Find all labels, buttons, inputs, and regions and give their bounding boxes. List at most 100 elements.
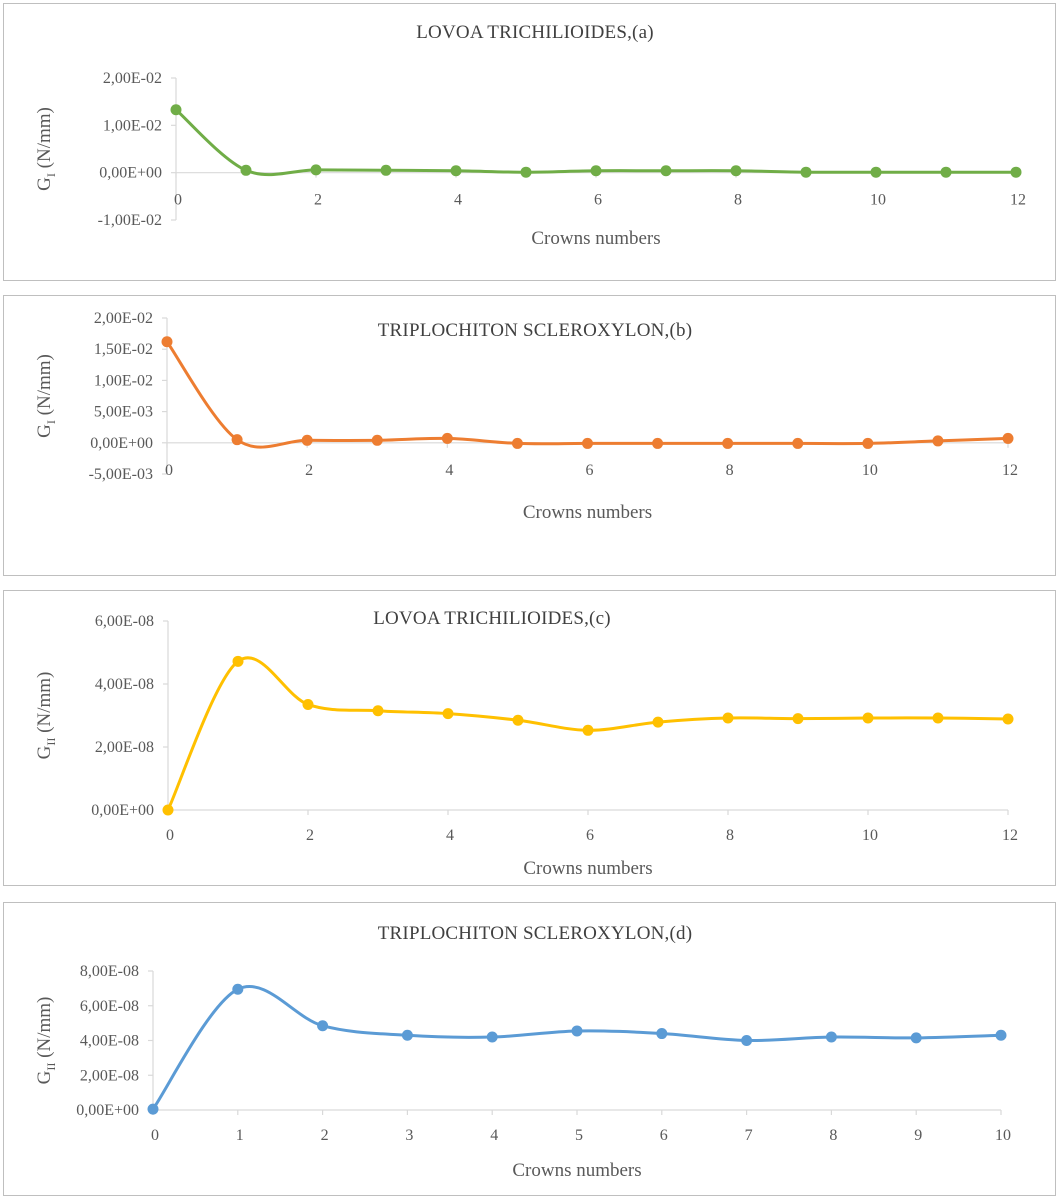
data-point	[582, 724, 594, 736]
chart-b: TRIPLOCHITON SCLEROXYLON,(b) -5,00E-03 0,0…	[34, 310, 1018, 523]
data-point	[232, 655, 244, 667]
chart-title: TRIPLOCHITON SCLEROXYLON,(d)	[378, 923, 693, 944]
x-tick-label: 8	[726, 462, 734, 479]
series-line	[165, 340, 1010, 449]
x-tick-label: 8	[734, 192, 742, 209]
x-tick-label: 4	[490, 1127, 498, 1144]
x-tick-label: 2	[321, 1127, 329, 1144]
x-axis-label: Crowns numbers	[531, 228, 660, 249]
data-point	[862, 437, 874, 449]
y-axis-label: GI (N/mm)	[34, 354, 58, 438]
x-tick-label: 6	[586, 827, 594, 844]
y-tick-label: 6,00E-08	[95, 613, 154, 630]
chart-a: LOVOA TRICHILIOIDES,(a) -1,00E-02 0,00E+00…	[34, 22, 1026, 249]
data-point	[302, 698, 314, 710]
x-tick-label: 10	[995, 1127, 1011, 1144]
data-point	[932, 712, 944, 724]
x-tick-label: 2	[314, 192, 322, 209]
data-point	[240, 164, 252, 176]
data-point	[590, 165, 602, 177]
y-tick-label: 4,00E-08	[80, 1033, 139, 1050]
data-point	[1002, 713, 1014, 725]
y-tick-label: -1,00E-02	[98, 212, 162, 229]
x-tick-label: 8	[726, 827, 734, 844]
x-tick-label: 10	[862, 462, 878, 479]
data-point	[450, 165, 462, 177]
x-tick-label: 0	[166, 827, 174, 844]
chart-title: LOVOA TRICHILIOIDES,(c)	[373, 608, 611, 629]
chart-panel-c: LOVOA TRICHILIOIDES,(c) 0,00E+00 2,00E-08 4…	[3, 590, 1056, 886]
data-point	[582, 437, 593, 449]
data-point	[741, 1035, 753, 1046]
y-tick-label: 0,00E+00	[91, 802, 154, 819]
x-tick-label: 6	[660, 1127, 668, 1144]
chart-title: LOVOA TRICHILIOIDES,(a)	[416, 22, 654, 43]
data-point	[161, 336, 173, 348]
y-tick-label: 1,00E-02	[94, 372, 153, 389]
data-point	[571, 1025, 583, 1037]
x-tick-label: 12	[1010, 192, 1026, 209]
x-tick-label: 12	[1002, 462, 1018, 479]
data-point	[800, 166, 812, 178]
x-tick-label: 10	[870, 192, 886, 209]
x-axis-label: Crowns numbers	[523, 502, 652, 523]
y-tick-label: 2,00E-02	[94, 310, 153, 327]
data-point	[656, 1028, 668, 1040]
x-tick-label: 4	[446, 827, 454, 844]
y-tick-label: 0,00E+00	[99, 165, 162, 182]
data-point	[722, 437, 734, 449]
data-point	[170, 104, 182, 116]
y-tick-label: 2,00E-02	[103, 70, 162, 87]
y-tick-label: 6,00E-08	[80, 998, 139, 1015]
data-point	[940, 166, 952, 178]
data-point	[486, 1031, 498, 1043]
data-point	[652, 716, 664, 728]
x-tick-label: 1	[236, 1127, 244, 1144]
data-point	[512, 714, 524, 726]
y-tick-label: 2,00E-08	[80, 1067, 139, 1084]
x-tick-label: 7	[745, 1127, 753, 1144]
data-point	[870, 166, 882, 178]
x-tick-label: 2	[306, 827, 314, 844]
chart-d: TRIPLOCHITON SCLEROXYLON,(d) 0,00E+00 2,00…	[34, 923, 1011, 1181]
data-point	[442, 708, 454, 720]
y-axis-label: GII (N/mm)	[34, 672, 58, 760]
data-point	[910, 1032, 922, 1044]
chart-panel-a: LOVOA TRICHILIOIDES,(a) -1,00E-02 0,00E+00…	[3, 3, 1056, 281]
x-tick-label: 2	[305, 462, 313, 479]
series-line	[151, 985, 1003, 1111]
x-tick-label: 6	[594, 192, 602, 209]
y-tick-label: 8,00E-08	[80, 963, 139, 980]
x-tick-label: 5	[575, 1127, 583, 1144]
data-point	[730, 165, 742, 177]
y-axis-label: GI (N/mm)	[34, 107, 58, 191]
chart-panel-b: TRIPLOCHITON SCLEROXYLON,(b) -5,00E-03 0,0…	[3, 295, 1056, 576]
data-point	[825, 1031, 837, 1043]
chart-title: TRIPLOCHITON SCLEROXYLON,(b)	[378, 320, 693, 341]
x-tick-label: 12	[1002, 827, 1018, 844]
x-axis-label: Crowns numbers	[512, 1160, 641, 1181]
data-point	[301, 434, 313, 446]
data-point	[652, 437, 664, 449]
y-tick-label: 1,00E-02	[103, 117, 162, 134]
data-point	[441, 432, 453, 444]
data-point	[995, 1029, 1007, 1041]
y-tick-label: 4,00E-08	[95, 676, 154, 693]
y-tick-label: 5,00E-03	[94, 404, 153, 421]
chart-panel-d: TRIPLOCHITON SCLEROXYLON,(d) 0,00E+00 2,00…	[3, 902, 1056, 1196]
data-point	[722, 712, 734, 724]
data-point	[862, 712, 874, 724]
data-point	[520, 166, 532, 178]
data-point	[372, 705, 384, 717]
data-point	[317, 1020, 329, 1032]
x-axis-label: Crowns numbers	[523, 858, 652, 879]
data-point	[380, 164, 392, 176]
x-tick-label: 4	[454, 192, 462, 209]
y-tick-label: 1,50E-02	[94, 341, 153, 358]
x-tick-label: 8	[829, 1127, 837, 1144]
data-point	[792, 713, 804, 725]
x-tick-label: 6	[586, 462, 594, 479]
y-tick-label: 2,00E-08	[95, 739, 154, 756]
data-point	[1002, 432, 1014, 444]
data-point	[232, 983, 244, 995]
